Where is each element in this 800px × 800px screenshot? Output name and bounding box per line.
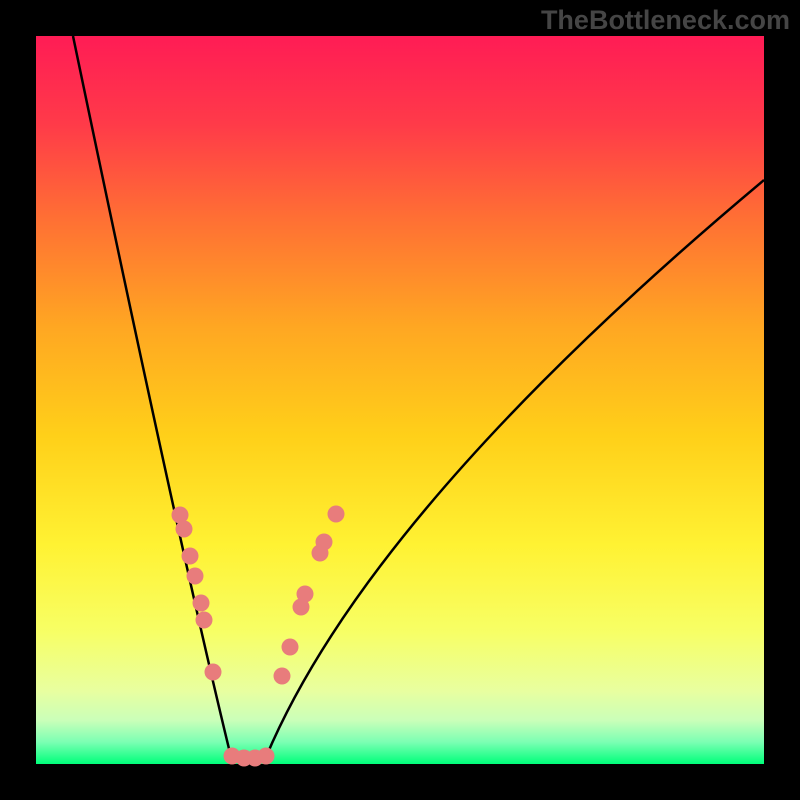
dot-left — [187, 568, 204, 585]
dot-left — [196, 612, 213, 629]
dot-left — [205, 664, 222, 681]
dot-bottom — [258, 748, 275, 765]
dot-right — [274, 668, 291, 685]
dot-left — [182, 548, 199, 565]
dot-left — [176, 521, 193, 538]
dot-right — [297, 586, 314, 603]
stage: TheBottleneck.com — [0, 0, 800, 800]
dots-layer — [172, 506, 345, 767]
dot-right — [328, 506, 345, 523]
dot-right — [282, 639, 299, 656]
dot-right — [316, 534, 333, 551]
dot-left — [193, 595, 210, 612]
v-curve-right — [266, 180, 764, 757]
v-curve-left — [73, 36, 231, 757]
chart-svg — [0, 0, 800, 800]
